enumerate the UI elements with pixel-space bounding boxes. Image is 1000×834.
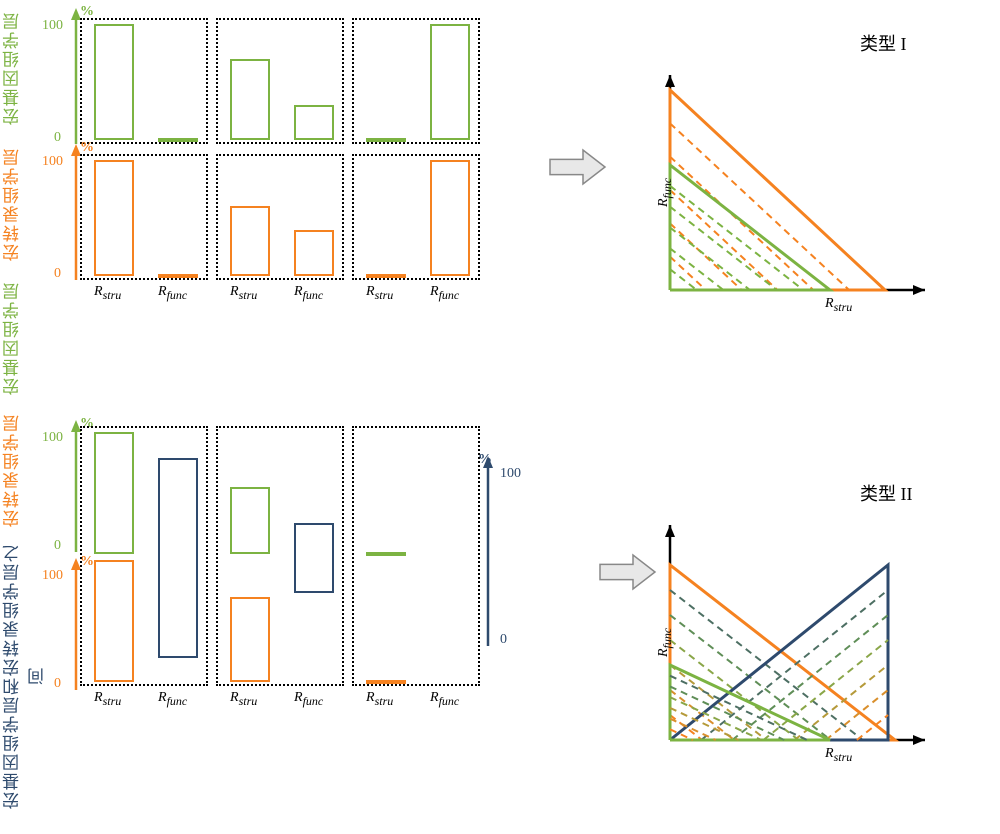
x-label-stru: Rstru [366,284,393,303]
triangle-xlabel: Rstru [825,746,852,765]
x-label-func: Rfunc [158,284,187,303]
bar-stru [230,206,270,276]
x-label-stru: Rstru [366,690,393,709]
arrow-top [550,150,605,184]
bar-panel [80,18,208,144]
bar-func [294,105,334,140]
x-label-func: Rfunc [158,690,187,709]
bar-func [430,160,470,276]
tick-0: 0 [54,266,61,282]
bar-navy-func [294,523,334,593]
bar-stru [94,160,134,276]
x-label-stru: Rstru [230,284,257,303]
percent-mark-r: % [478,452,492,468]
bar-navy-func [158,458,198,658]
bar-panel [352,18,480,144]
triangle-type2 [660,520,930,750]
bar-func [158,274,198,278]
x-label-stru: Rstru [230,690,257,709]
triangle-type1 [660,70,930,300]
x-label-func: Rfunc [294,284,323,303]
bar-panel [80,154,208,280]
triangle-xlabel: Rstru [825,296,852,315]
tick-100: 100 [42,154,63,170]
between-layers-label: 宏基因组学层和宏转录组学层之间 [0,536,50,816]
x-label-func: Rfunc [430,690,459,709]
tick-0-r: 0 [500,632,507,648]
bar-stru [94,24,134,140]
tick-100: 100 [42,18,63,34]
bar-panel [216,154,344,280]
x-label-stru: Rstru [94,690,121,709]
y-axis-label: 宏基因组学层 [0,272,25,404]
yaxis-navy-right [482,456,502,648]
bar-stru [366,274,406,278]
bar-panel [352,154,480,280]
y-axis-label: 宏基因组学层 [0,0,25,136]
bar-green-stru [366,552,406,556]
x-label-func: Rfunc [294,690,323,709]
triangle-title: 类型 I [860,30,907,56]
x-label-func: Rfunc [430,284,459,303]
tick-100-r: 100 [500,466,521,482]
y-axis-label: 宏转录组学层 [0,136,25,272]
arrow-bottom [600,555,655,589]
bar-green-stru [230,487,270,554]
combined-panel [216,426,344,686]
bar-panel [216,18,344,144]
bar-func [158,138,198,142]
combined-panel [80,426,208,686]
bar-stru [366,138,406,142]
bar-stru [230,59,270,140]
bar-func [430,24,470,140]
combined-panel [352,426,480,686]
tick-100: 100 [42,430,63,446]
bar-orange-stru [366,680,406,684]
x-label-stru: Rstru [94,284,121,303]
y-axis-label: 宏转录组学层 [0,404,25,536]
triangle-ylabel: Rfunc [656,178,675,207]
tick-0: 0 [54,538,61,554]
bar-orange-stru [230,597,270,682]
tick-0: 0 [54,130,61,146]
triangle-title: 类型 II [860,480,913,506]
bar-orange-stru [94,560,134,682]
bar-func [294,230,334,276]
bar-green-stru [94,432,134,554]
tick-0: 0 [54,676,61,692]
triangle-ylabel: Rfunc [656,628,675,657]
